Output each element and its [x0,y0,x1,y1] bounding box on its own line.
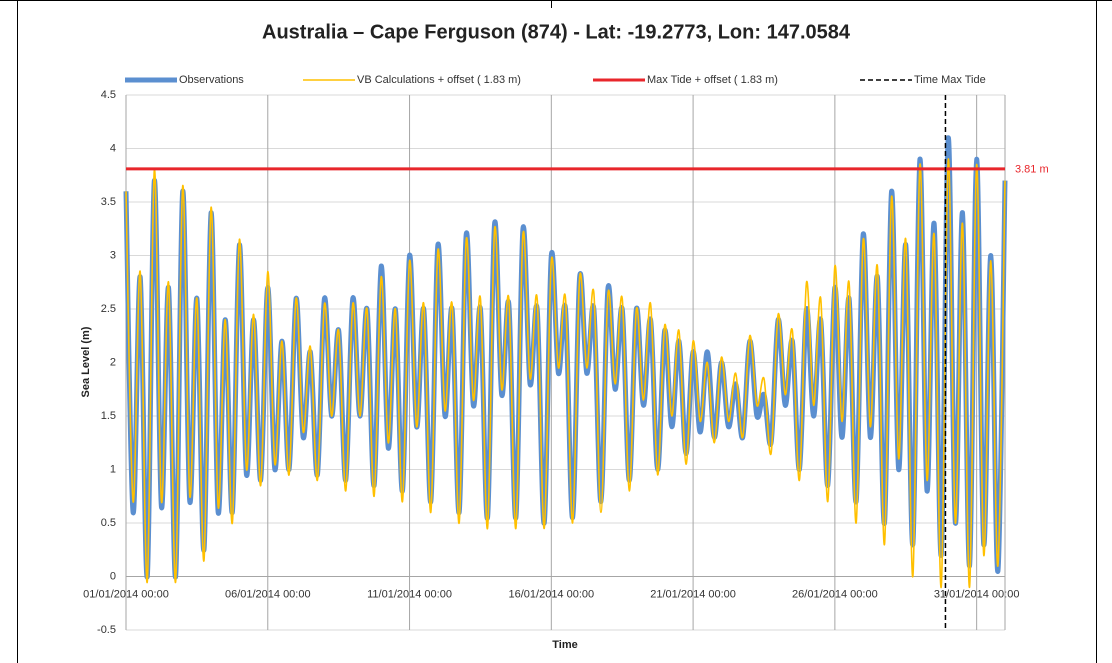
legend-label: Observations [179,74,244,86]
y-tick-label: 3.5 [101,196,116,208]
y-tick-label: 4 [110,142,116,154]
legend-label: Time Max Tide [914,74,986,86]
y-tick-label: 3 [110,249,116,261]
max-tide-label: 3.81 m [1015,164,1049,176]
x-tick-label: 06/01/2014 00:00 [225,588,311,600]
y-tick-label: 0.5 [101,517,116,529]
y-tick-label: 2 [110,356,116,368]
y-axis-title: Sea Level (m) [80,326,92,397]
x-tick-label: 16/01/2014 00:00 [509,588,595,600]
x-tick-label: 26/01/2014 00:00 [792,588,878,600]
legend-label: VB Calculations + offset ( 1.83 m) [357,74,521,86]
x-axis-title: Time [552,639,577,651]
chart-title: Australia – Cape Ferguson (874) - Lat: -… [262,21,851,43]
y-tick-label: -0.5 [97,624,116,636]
legend: Observations VB Calculations + offset ( 1… [125,74,986,86]
y-tick-label: 4.5 [101,89,116,101]
y-tick-label: 0 [110,570,116,582]
y-tick-label: 2.5 [101,303,116,315]
legend-label: Max Tide + offset ( 1.83 m) [647,74,778,86]
y-tick-label: 1.5 [101,410,116,422]
plot: 3.81 m [123,95,1049,630]
series-line [125,158,1006,589]
x-tick-label: 31/01/2014 00:00 [934,588,1020,600]
y-tick-label: 1 [110,463,116,475]
x-tick-label: 11/01/2014 00:00 [367,588,452,600]
x-tick-label: 21/01/2014 00:00 [650,588,736,600]
